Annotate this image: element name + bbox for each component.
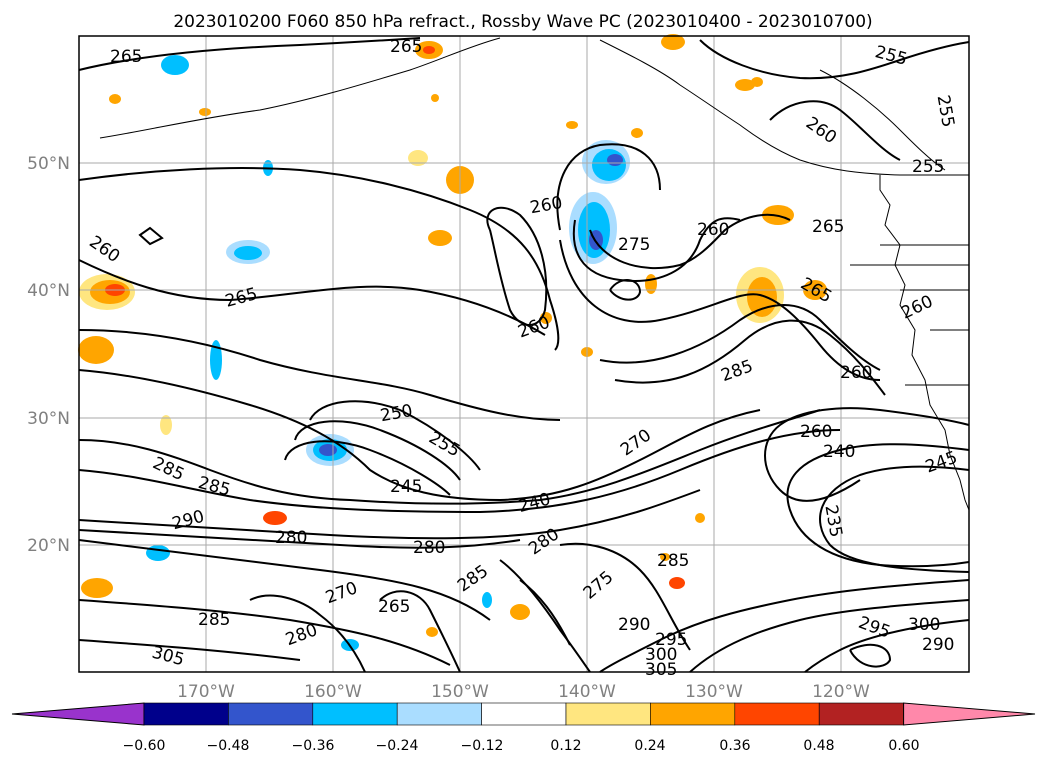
colorbar-tick-label: 0.36 xyxy=(719,738,750,754)
colorbar-extend-max xyxy=(903,702,1036,726)
colorbar-segment xyxy=(481,702,567,726)
longitude-label: 120°W xyxy=(812,682,870,702)
contour-label: 285 xyxy=(657,551,689,571)
contour-label: 265 xyxy=(110,47,142,67)
colorbar-tick-label: −0.24 xyxy=(376,738,419,754)
contour-label: 300 xyxy=(645,645,677,665)
contour-label: 260 xyxy=(800,422,832,442)
colorbar-tick-labels: −0.60 −0.48 −0.36 −0.24 −0.12 0.12 0.24 … xyxy=(123,738,920,754)
longitude-label: 170°W xyxy=(177,682,235,702)
colorbar-tick-label: 0.60 xyxy=(888,738,919,754)
contour-label: 265 xyxy=(378,597,410,617)
contour-label: 285 xyxy=(198,610,230,630)
contour-label: 305 xyxy=(645,660,677,680)
contour-label: 245 xyxy=(390,477,422,497)
contour-label: 240 xyxy=(823,442,855,462)
colorbar-tick-label: −0.48 xyxy=(207,738,250,754)
contour-label: 300 xyxy=(908,615,940,635)
map-background xyxy=(79,36,969,672)
colorbar-segment xyxy=(565,702,651,726)
contour-label: 260 xyxy=(840,363,872,383)
contour-label: 280 xyxy=(275,528,307,548)
contour-layer xyxy=(78,37,970,673)
colorbar-tick-label: 0.48 xyxy=(803,738,834,754)
longitude-axis: 170°W 160°W 150°W 140°W 130°W 120°W xyxy=(177,682,870,702)
colorbar-segment xyxy=(228,702,314,726)
latitude-label: 30°N xyxy=(27,409,70,429)
colorbar-tick-label: 0.12 xyxy=(550,738,581,754)
contour-label: 280 xyxy=(413,538,445,558)
figure-title: 2023010200 F060 850 hPa refract., Rossby… xyxy=(173,12,872,32)
coastline-layer xyxy=(99,37,970,511)
longitude-label: 150°W xyxy=(431,682,489,702)
colorbar-extend-min xyxy=(11,702,145,726)
map-panel: 265 265 255 255 255 260 260 260 260 260 … xyxy=(78,34,970,680)
contour-label: 275 xyxy=(618,235,650,255)
colorbar-tick-label: −0.60 xyxy=(123,738,166,754)
colorbar-tick-label: 0.24 xyxy=(634,738,665,754)
colorbar-tick-label: −0.12 xyxy=(461,738,504,754)
graticule xyxy=(79,36,969,672)
colorbar-segment xyxy=(312,702,398,726)
latitude-label: 20°N xyxy=(27,536,70,556)
latitude-label: 50°N xyxy=(27,154,70,174)
latitude-axis: 50°N 40°N 30°N 20°N xyxy=(27,154,70,556)
contour-label: 265 xyxy=(390,37,422,57)
contour-label: 255 xyxy=(912,157,944,177)
colorbar-segment xyxy=(143,702,229,726)
latitude-label: 40°N xyxy=(27,281,70,301)
longitude-label: 130°W xyxy=(685,682,743,702)
longitude-label: 160°W xyxy=(304,682,362,702)
colorbar: −0.60 −0.48 −0.36 −0.24 −0.12 0.12 0.24 … xyxy=(11,702,1036,754)
contour-label: 290 xyxy=(922,635,954,655)
contour-label: 290 xyxy=(618,615,650,635)
longitude-label: 140°W xyxy=(558,682,616,702)
contour-label: 265 xyxy=(812,217,844,237)
colorbar-segment xyxy=(734,702,820,726)
colorbar-segment xyxy=(818,702,904,726)
colorbar-tick-label: −0.36 xyxy=(292,738,335,754)
colorbar-segment xyxy=(650,702,736,726)
colorbar-segments xyxy=(11,702,1036,726)
map-frame xyxy=(78,35,970,673)
contour-label: 295 xyxy=(655,630,687,650)
contour-label: 260 xyxy=(697,220,729,240)
colorbar-segment xyxy=(396,702,482,726)
